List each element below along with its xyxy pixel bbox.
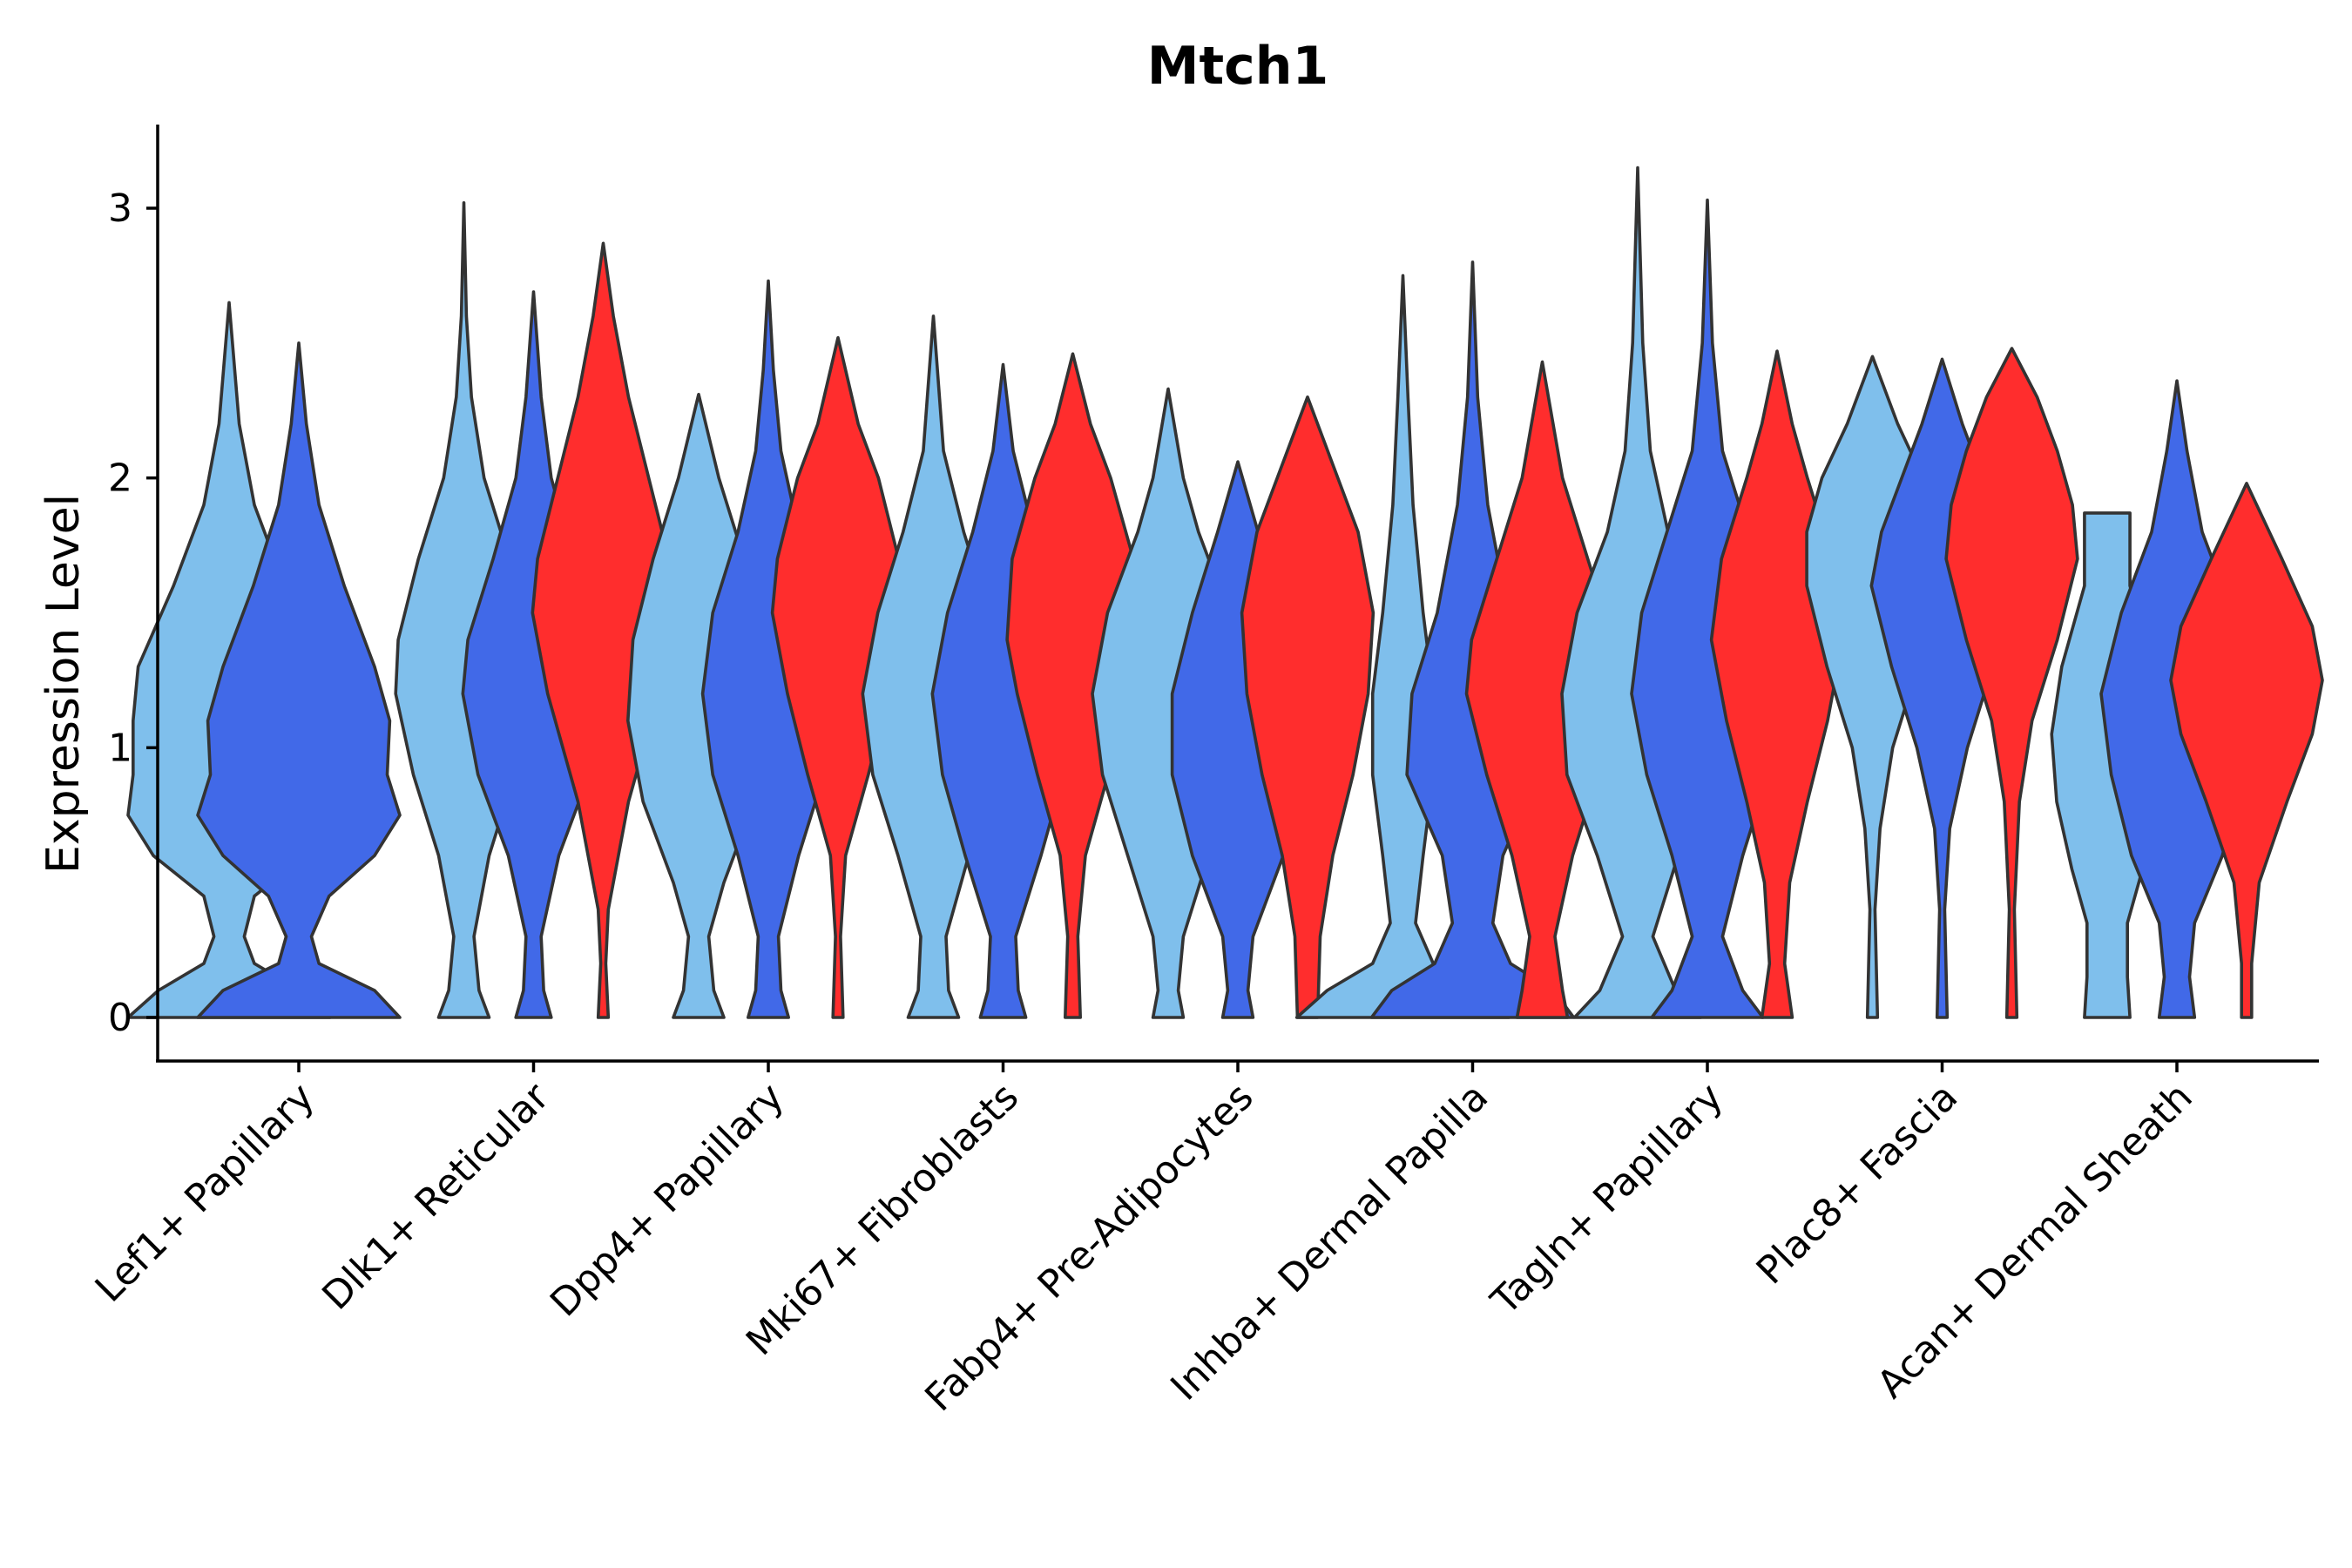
chart-title: Mtch1	[1147, 36, 1328, 97]
violin-group_3	[1464, 360, 1620, 1019]
x-tick-label: Plac8+ Fascia	[1748, 1075, 1967, 1294]
violin-group_3	[1944, 347, 2079, 1019]
y-tick-label: 1	[108, 726, 132, 770]
y-tick-label: 2	[108, 456, 132, 501]
x-tick-label: Lef1+ Papillary	[87, 1075, 323, 1311]
x-tick-label: Dlk1+ Reticular	[314, 1074, 558, 1319]
violin-group_1	[1294, 274, 1511, 1019]
violins-layer	[126, 166, 2324, 1019]
x-tick-label: Tagln+ Papillary	[1483, 1075, 1732, 1324]
violin-group_2	[930, 362, 1076, 1019]
x-tick-label: Dpp4+ Papillary	[542, 1075, 793, 1326]
y-tick-label: 0	[108, 996, 132, 1040]
violin-group_3	[1240, 395, 1375, 1019]
violin-group_2	[196, 341, 402, 1019]
y-ticks: 0 1 2 3	[108, 186, 158, 1040]
violin-group_2	[461, 290, 606, 1019]
y-tick-label: 3	[108, 186, 132, 231]
violin-group_3	[2169, 482, 2324, 1019]
violin-group_2	[700, 279, 836, 1019]
violin-group_3	[1709, 349, 1845, 1019]
y-axis-label: Expression Level	[37, 494, 90, 874]
